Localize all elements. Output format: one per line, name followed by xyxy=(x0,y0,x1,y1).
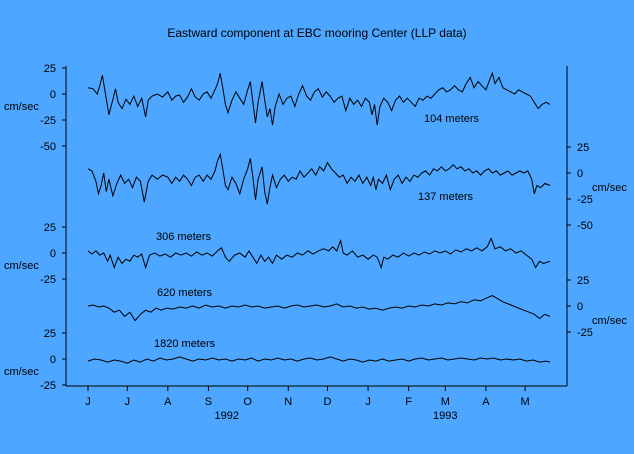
month-tick-label: S xyxy=(205,396,212,408)
month-tick-label: J xyxy=(125,396,131,408)
series-name-label: 306 meters xyxy=(156,231,212,243)
unit-label: cm/sec xyxy=(592,182,627,194)
axis-ticks-layer: 250-25-50cm/sec250-25-50cm/sec250-25cm/s… xyxy=(4,63,627,392)
month-tick-label: A xyxy=(482,396,490,408)
y-tick-label: 25 xyxy=(577,142,589,154)
chart-title: Eastward component at EBC mooring Center… xyxy=(167,26,466,40)
month-tick-label: M xyxy=(441,396,450,408)
month-tick-label: D xyxy=(324,396,332,408)
month-tick-label: J xyxy=(85,396,91,408)
series-layer: 104 meters 137 meters 306 meters 620 meters… xyxy=(87,71,551,364)
y-tick-label: -25 xyxy=(577,327,593,339)
month-tick-label: O xyxy=(243,396,252,408)
month-tick-label: M xyxy=(521,396,530,408)
y-tick-label: 25 xyxy=(44,63,56,75)
y-tick-label: 25 xyxy=(44,222,56,234)
series-line-1 xyxy=(87,71,551,126)
y-tick-label: -25 xyxy=(40,380,56,392)
series-name-label: 1820 meters xyxy=(154,338,216,350)
y-tick-label: -25 xyxy=(40,115,56,127)
year-label: 1992 xyxy=(214,410,238,422)
y-tick-label: 25 xyxy=(44,328,56,340)
year-label: 1993 xyxy=(433,410,457,422)
series-name-label: 137 meters xyxy=(418,191,474,203)
y-tick-label: -50 xyxy=(40,141,56,153)
series-name-label: 104 meters xyxy=(424,113,480,125)
y-tick-label: -25 xyxy=(40,274,56,286)
y-tick-label: 25 xyxy=(577,275,589,287)
y-tick-label: -50 xyxy=(577,220,593,232)
month-tick-label: A xyxy=(164,396,172,408)
y-tick-label: 0 xyxy=(50,248,56,260)
unit-label: cm/sec xyxy=(4,260,39,272)
y-tick-label: -25 xyxy=(577,194,593,206)
y-tick-label: 0 xyxy=(50,89,56,101)
series-line-5 xyxy=(87,356,551,364)
month-axis-layer: J J A S O N D J F M A M 1992 1993 xyxy=(85,386,530,422)
series-line-2 xyxy=(87,152,551,205)
series-line-4 xyxy=(87,295,551,322)
y-tick-label: 0 xyxy=(577,301,583,313)
unit-label: cm/sec xyxy=(592,315,627,327)
y-tick-label: 0 xyxy=(50,354,56,366)
month-tick-label: N xyxy=(284,396,292,408)
month-tick-label: J xyxy=(365,396,371,408)
unit-label: cm/sec xyxy=(4,101,39,113)
y-tick-label: 0 xyxy=(577,168,583,180)
unit-label: cm/sec xyxy=(4,366,39,378)
series-name-label: 620 meters xyxy=(157,287,213,299)
series-line-3 xyxy=(87,237,551,270)
month-tick-label: F xyxy=(405,396,412,408)
